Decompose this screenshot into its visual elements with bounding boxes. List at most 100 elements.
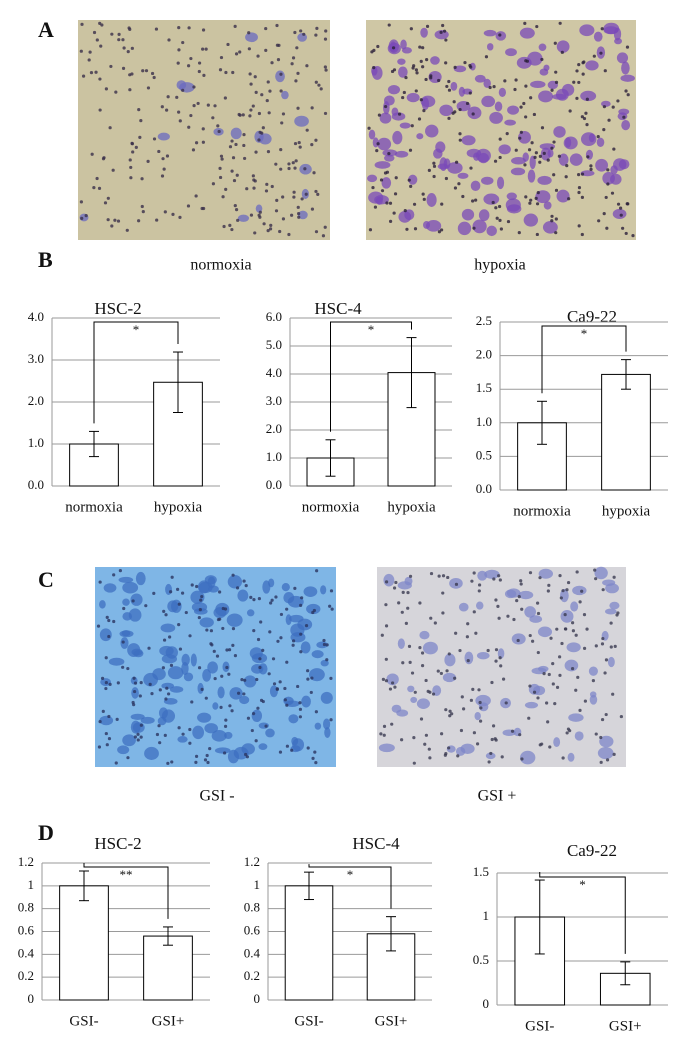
pore (384, 580, 389, 584)
cell (524, 701, 539, 709)
y-tick-label: 2.0 (266, 421, 282, 436)
pore (465, 101, 470, 106)
pore (209, 629, 214, 633)
pore (578, 600, 582, 604)
pore (373, 205, 378, 209)
pore (377, 113, 382, 117)
pore (610, 191, 615, 195)
pore (265, 98, 269, 103)
pore (536, 611, 541, 616)
pore (306, 677, 310, 681)
pore (105, 743, 109, 747)
pore (487, 760, 491, 764)
pore (297, 215, 301, 219)
cell (522, 152, 529, 162)
pore (461, 194, 465, 199)
pore (425, 24, 430, 28)
pore (611, 692, 615, 696)
pore (281, 195, 285, 199)
pore (177, 726, 181, 730)
pore (190, 700, 194, 704)
pore (577, 80, 581, 85)
pore (538, 576, 542, 580)
pore (604, 658, 609, 662)
pore (552, 173, 556, 177)
pore (393, 685, 397, 689)
pore (147, 646, 151, 650)
pore (80, 22, 84, 26)
cell (572, 585, 587, 596)
pore (201, 140, 205, 144)
cell (128, 608, 142, 622)
bar (284, 885, 334, 1001)
pore (257, 597, 261, 601)
pore (600, 27, 604, 31)
pore (293, 166, 297, 170)
pore (531, 639, 535, 643)
pore (566, 727, 571, 731)
cell (169, 686, 184, 693)
pore (216, 124, 220, 128)
pore (561, 756, 565, 760)
pore (121, 665, 125, 669)
pore (376, 142, 380, 146)
pore (484, 55, 489, 59)
pore (565, 588, 569, 592)
pore (296, 71, 300, 75)
pore (259, 698, 264, 702)
pore (266, 80, 270, 84)
cell (404, 576, 413, 586)
pore (275, 198, 279, 202)
pore (242, 579, 246, 583)
pore (535, 232, 539, 237)
cell (568, 713, 584, 722)
pore (441, 591, 445, 595)
pore (506, 219, 511, 224)
pore (528, 571, 533, 575)
cell (580, 132, 597, 147)
pore (106, 196, 110, 200)
pore (404, 621, 408, 625)
pore (315, 569, 319, 573)
cell (230, 127, 242, 140)
pore (555, 627, 559, 631)
cell (368, 129, 376, 140)
pore (411, 66, 415, 70)
pore (432, 174, 436, 179)
cell (476, 651, 490, 660)
pore (114, 761, 118, 765)
chart-title: HSC-4 (314, 299, 362, 318)
significance-label: * (581, 326, 588, 341)
pore (283, 686, 287, 691)
pore (211, 182, 216, 186)
pore (160, 174, 165, 178)
pore (221, 606, 225, 611)
pore (200, 206, 204, 211)
pore (192, 85, 196, 89)
pore (540, 742, 544, 746)
error-bar (620, 961, 631, 986)
cell (394, 150, 409, 158)
pore (224, 187, 228, 191)
cell (504, 589, 517, 599)
pore (409, 27, 413, 31)
pore (218, 166, 222, 170)
pore (324, 29, 328, 33)
pore (458, 132, 462, 136)
cell (190, 653, 197, 667)
pore (412, 202, 417, 206)
cell (497, 648, 505, 659)
cell (122, 581, 139, 594)
pore (384, 603, 388, 607)
pore (568, 109, 572, 113)
pore (382, 724, 387, 728)
pore (219, 705, 223, 709)
micrographs (78, 20, 636, 767)
cell (594, 566, 608, 580)
significance-bracket (330, 321, 412, 432)
cell (589, 694, 598, 705)
pore (601, 636, 605, 641)
pore (268, 630, 272, 634)
pore (519, 105, 523, 109)
pore (278, 680, 282, 684)
